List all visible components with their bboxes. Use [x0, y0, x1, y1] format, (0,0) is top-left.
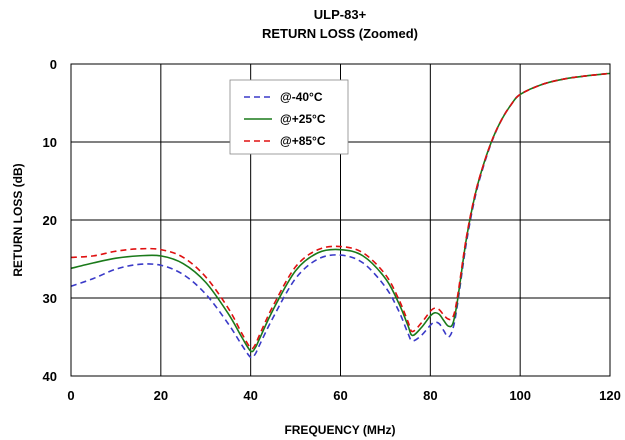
x-tick-label: 40: [243, 388, 257, 403]
x-axis-ticks: 0 20 40 60 80 100 120: [67, 388, 620, 403]
y-tick-label: 30: [43, 291, 57, 306]
plot-area: [70, 63, 611, 377]
legend-label: @+85°C: [280, 134, 326, 148]
legend: @-40°C @+25°C @+85°C: [229, 79, 349, 155]
x-tick-label: 120: [599, 388, 621, 403]
y-axis-label: RETURN LOSS (dB): [11, 163, 25, 276]
x-tick-label: 20: [154, 388, 168, 403]
x-tick-label: 80: [423, 388, 437, 403]
chart-title: ULP-83+: [314, 7, 367, 22]
x-axis-label: FREQUENCY (MHz): [284, 423, 395, 437]
x-tick-label: 0: [67, 388, 74, 403]
x-tick-label: 60: [333, 388, 347, 403]
series-line-3: [70, 72, 611, 350]
chart-subtitle: RETURN LOSS (Zoomed): [262, 26, 418, 41]
series-lines: [70, 72, 611, 359]
y-tick-label: 40: [43, 369, 57, 384]
legend-label: @+25°C: [280, 112, 326, 126]
x-tick-label: 100: [509, 388, 531, 403]
y-axis-ticks: 0 10 20 30 40: [43, 57, 57, 384]
y-tick-label: 10: [43, 135, 57, 150]
y-tick-label: 20: [43, 213, 57, 228]
legend-label: @-40°C: [280, 90, 323, 104]
y-tick-label: 0: [50, 57, 57, 72]
